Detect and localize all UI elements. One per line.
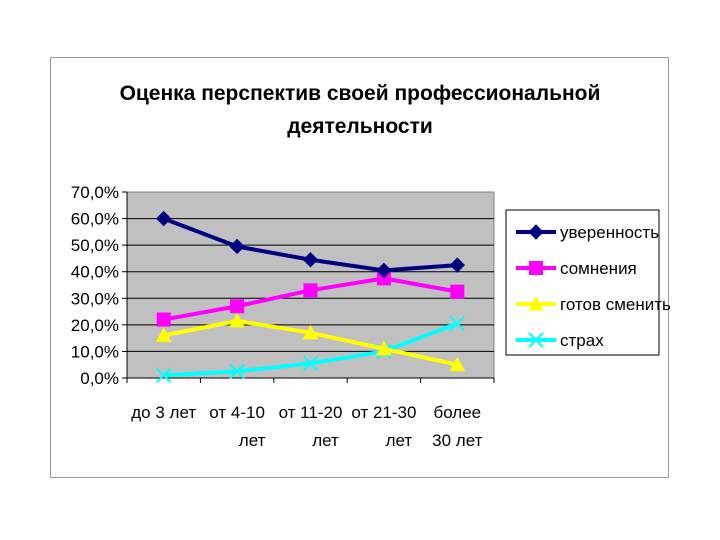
legend-marker-3: [528, 295, 544, 311]
data-point-s3-5: [449, 356, 466, 372]
x-tick-label-5: более 30 лет: [432, 403, 482, 450]
y-tick-label-7: 70,0%: [71, 183, 119, 202]
y-tick-label-5: 50,0%: [71, 236, 119, 255]
legend-label-3: готов сменить: [560, 295, 671, 314]
x-tick-label-3: от 11-20 лет: [279, 403, 343, 450]
data-point-s3-3: [302, 324, 319, 340]
data-point-s4-3: [302, 355, 319, 372]
data-point-s3-2: [229, 312, 245, 328]
y-tick-label-0: 0,0%: [80, 369, 119, 388]
x-tick-label-line: более: [433, 403, 481, 422]
data-point-s2-2: [230, 299, 245, 314]
x-tick-label-1: до 3 лет: [131, 403, 196, 422]
x-tick-label-line: лет: [312, 431, 339, 450]
x-tick-label-line: лет: [386, 431, 413, 450]
x-tick-label-line: лет: [239, 431, 266, 450]
data-point-s2-5: [450, 284, 465, 299]
data-point-s2-1: [156, 312, 171, 327]
legend-label-1: уверенность: [560, 223, 659, 242]
data-point-s4-2: [229, 363, 245, 380]
y-tick-label-6: 60,0%: [71, 210, 119, 229]
legend-label-2: сомнения: [560, 259, 637, 278]
chart-title-line-1: Оценка перспектив своей профессиональной: [120, 82, 601, 105]
legend-marker-2: [529, 261, 543, 275]
data-point-s4-2-stroke: [229, 363, 245, 380]
x-tick-label-line: до 3 лет: [131, 403, 196, 422]
data-point-s1-2: [229, 238, 245, 255]
data-point-s4-1: [155, 367, 172, 384]
data-point-s1-4: [376, 262, 392, 279]
legend-marker-4-stroke: [528, 332, 544, 348]
x-tick-label-line: от 21-30: [351, 403, 416, 422]
x-tick-label-line: от 4-10: [209, 403, 265, 422]
data-point-s3-1: [155, 327, 172, 342]
data-point-s3-4: [376, 340, 392, 356]
data-point-s4-3-stroke: [302, 355, 319, 372]
legend-marker-1: [528, 224, 544, 240]
data-point-s1-3: [302, 252, 319, 268]
y-tick-label-1: 10,0%: [71, 342, 119, 361]
data-point-s4-5-stroke: [449, 315, 466, 332]
data-point-s4-1-stroke: [155, 367, 172, 384]
data-point-s4-5: [449, 315, 466, 332]
data-point-s1-5: [449, 257, 466, 273]
x-tick-label-2: от 4-10 лет: [209, 403, 265, 450]
chart-title-line-2: деятельности: [287, 115, 433, 138]
y-tick-label-3: 30,0%: [71, 289, 119, 308]
x-tick-label-line: от 11-20: [279, 403, 343, 422]
legend-marker-4: [528, 332, 544, 348]
x-tick-label-line: 30 лет: [432, 431, 482, 450]
legend-label-4: страх: [560, 331, 604, 350]
y-tick-label-2: 20,0%: [71, 316, 119, 335]
data-point-s2-3: [303, 283, 318, 298]
data-point-s1-1: [155, 210, 172, 227]
x-tick-label-4: от 21-30 лет: [351, 403, 416, 450]
y-tick-label-4: 40,0%: [71, 263, 119, 282]
